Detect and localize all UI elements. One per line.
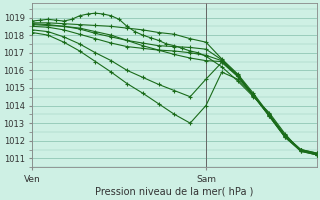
X-axis label: Pression niveau de la mer( hPa ): Pression niveau de la mer( hPa ) bbox=[95, 187, 253, 197]
